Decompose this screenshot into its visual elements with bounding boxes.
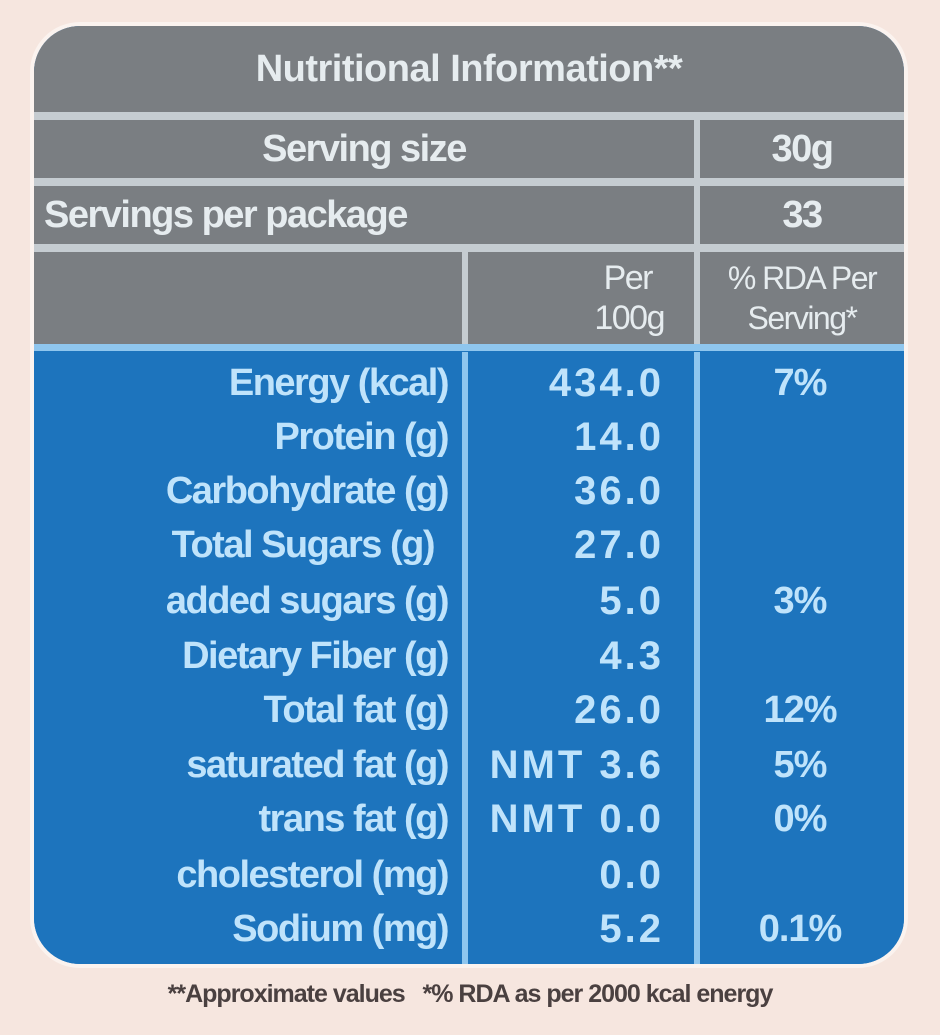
- nutrient-row-trans-fat: trans fat (g) NMT 0.0 0%: [34, 792, 904, 846]
- servings-per-package-label: Servings per package: [44, 193, 408, 236]
- nutrient-rda: [702, 464, 898, 518]
- column-divider: [694, 120, 700, 344]
- nutrient-rda: [702, 629, 898, 683]
- serving-size-row: Serving size 30g: [34, 120, 904, 178]
- nutrient-label: trans fat (g): [258, 797, 450, 840]
- per-100g-header-line1: Per: [603, 259, 654, 297]
- nutrient-per-100g: 26.0: [574, 687, 664, 732]
- column-header-row: Per 100g % RDA Per Serving*: [34, 252, 904, 344]
- nutrient-rda: 12%: [763, 688, 837, 731]
- nutrient-label: Carbohydrate (g): [165, 469, 450, 512]
- servings-per-package-value: 33: [782, 193, 823, 236]
- nutrient-per-100g: 14.0: [574, 414, 664, 459]
- nutrient-row-protein: Protein (g) 14.0: [34, 410, 904, 464]
- nutrient-label: Total fat (g): [263, 688, 449, 731]
- rda-header-line2: Serving*: [747, 300, 858, 336]
- nutrient-column-header: [34, 252, 462, 344]
- nutrient-per-100g: 27.0: [574, 522, 664, 567]
- rda-header-line1: % RDA Per: [727, 260, 878, 296]
- divider: [34, 178, 904, 186]
- divider: [34, 112, 904, 120]
- label-title: Nutritional Information**: [34, 26, 904, 112]
- per-100g-header-line2: 100g: [594, 299, 665, 337]
- nutrient-label: Protein (g): [274, 415, 450, 458]
- per-100g-column-header: Per 100g: [468, 252, 694, 344]
- nutrient-row-energy: Energy (kcal) 434.0 7%: [34, 356, 904, 410]
- divider: [34, 244, 904, 252]
- nutrient-row-carbohydrate: Carbohydrate (g) 36.0: [34, 464, 904, 518]
- footnote: **Approximate values *% RDA as per 2000 …: [167, 980, 774, 1008]
- nutrient-per-100g: 0.0: [599, 852, 664, 897]
- nutrient-label: added sugars (g): [165, 579, 450, 622]
- nutrient-row-cholesterol: cholesterol (mg) 0.0: [34, 848, 904, 902]
- servings-per-package-row: Servings per package 33: [34, 186, 904, 244]
- nutrient-label: Total Sugars (g): [171, 523, 436, 566]
- serving-size-label: Serving size: [262, 127, 467, 170]
- nutrient-rda: [702, 848, 898, 902]
- column-divider: [462, 352, 468, 964]
- nutrient-per-100g: 5.2: [599, 906, 664, 951]
- nutrient-row-total-sugars: Total Sugars (g) 27.0: [34, 518, 904, 572]
- nutrient-rda: 5%: [773, 743, 828, 786]
- nutrient-rda: 3%: [773, 579, 828, 622]
- column-divider: [462, 252, 468, 344]
- column-divider: [694, 352, 700, 964]
- nutrient-per-100g: NMT 3.6: [489, 742, 664, 787]
- nutrition-label-panel: Nutritional Information** Serving size 3…: [34, 26, 904, 964]
- nutrient-rda: [702, 518, 898, 572]
- nutrient-row-dietary-fiber: Dietary Fiber (g) 4.3: [34, 629, 904, 683]
- nutrient-row-added-sugars: added sugars (g) 5.0 3%: [34, 574, 904, 628]
- nutrient-row-sodium: Sodium (mg) 5.2 0.1%: [34, 902, 904, 956]
- nutrient-row-total-fat: Total fat (g) 26.0 12%: [34, 683, 904, 737]
- nutrient-rda: 0.1%: [758, 907, 843, 950]
- nutrient-per-100g: 5.0: [599, 578, 664, 623]
- nutrient-label: cholesterol (mg): [176, 853, 449, 896]
- nutrient-rda: 7%: [773, 361, 828, 404]
- nutrient-label: Sodium (mg): [232, 907, 449, 950]
- nutrient-rda: 0%: [773, 797, 828, 840]
- serving-size-value: 30g: [771, 127, 834, 170]
- nutrient-per-100g: 4.3: [599, 633, 664, 678]
- nutrient-label: Dietary Fiber (g): [182, 634, 449, 677]
- nutrient-per-100g: 434.0: [548, 360, 664, 405]
- divider: [34, 344, 904, 352]
- nutrients-body: [34, 351, 904, 964]
- rda-column-header: % RDA Per Serving*: [700, 252, 904, 344]
- nutrient-rda: [702, 410, 898, 464]
- nutrient-label: saturated fat (g): [186, 743, 449, 786]
- nutrient-per-100g: NMT 0.0: [489, 796, 664, 841]
- nutrient-row-saturated-fat: saturated fat (g) NMT 3.6 5%: [34, 738, 904, 792]
- nutrient-per-100g: 36.0: [574, 468, 664, 513]
- nutrient-label: Energy (kcal): [228, 361, 450, 404]
